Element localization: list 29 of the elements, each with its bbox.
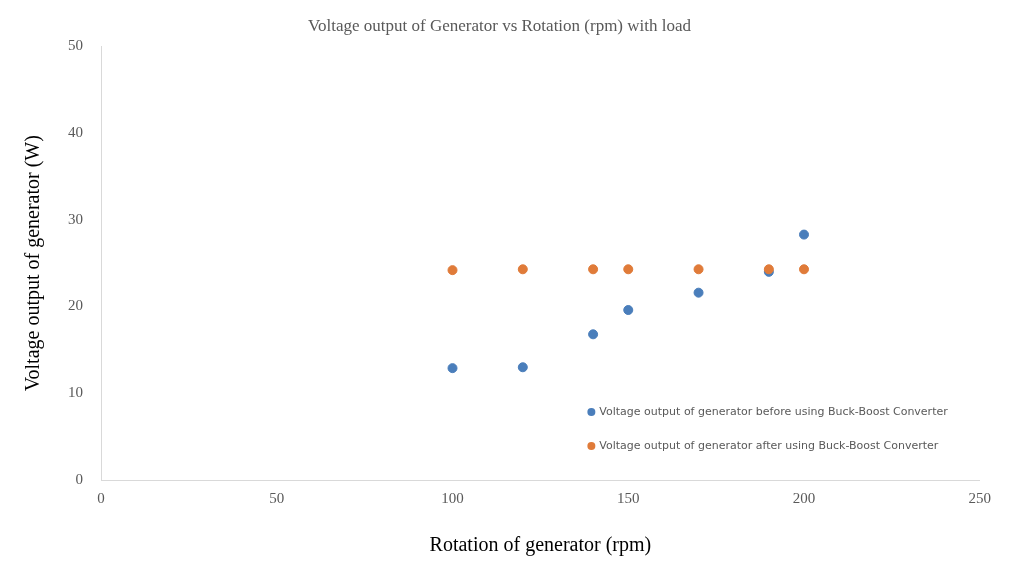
chart-title: Voltage output of Generator vs Rotation (rpm) with load: [307, 15, 692, 35]
y-tick-label: 20: [68, 297, 83, 314]
x-axis-title: Rotation of generator (rpm): [429, 533, 652, 557]
point: [799, 264, 809, 275]
y-tick-label: 0: [75, 470, 83, 487]
point: [517, 362, 528, 373]
point: [693, 287, 704, 298]
legend-label: Voltage output of generator before using Buck-Boost Converter: [599, 404, 949, 418]
point: [588, 264, 599, 275]
point: [799, 229, 809, 240]
y-tick-label: 50: [68, 37, 83, 54]
x-tick-label: 100: [441, 489, 464, 506]
point: [588, 329, 599, 340]
y-tick-label: 40: [68, 124, 83, 141]
point: [693, 264, 704, 275]
point: [623, 305, 634, 316]
point: [447, 265, 458, 276]
y-tick-label: 30: [68, 210, 83, 227]
y-tick-label: 10: [68, 384, 83, 401]
x-tick-label: 200: [792, 489, 816, 506]
x-tick-label: 150: [617, 489, 640, 506]
x-tick-label: 50: [269, 489, 285, 506]
y-axis-title: Voltage output of generator (W): [21, 135, 45, 392]
x-tick-label: 0: [97, 489, 105, 506]
point: [447, 363, 458, 374]
point: [623, 264, 634, 275]
x-tick-label: 250: [968, 489, 991, 506]
point: [517, 264, 528, 275]
legend-label: Voltage output of generator after using Buck-Boost Converter: [599, 438, 939, 452]
